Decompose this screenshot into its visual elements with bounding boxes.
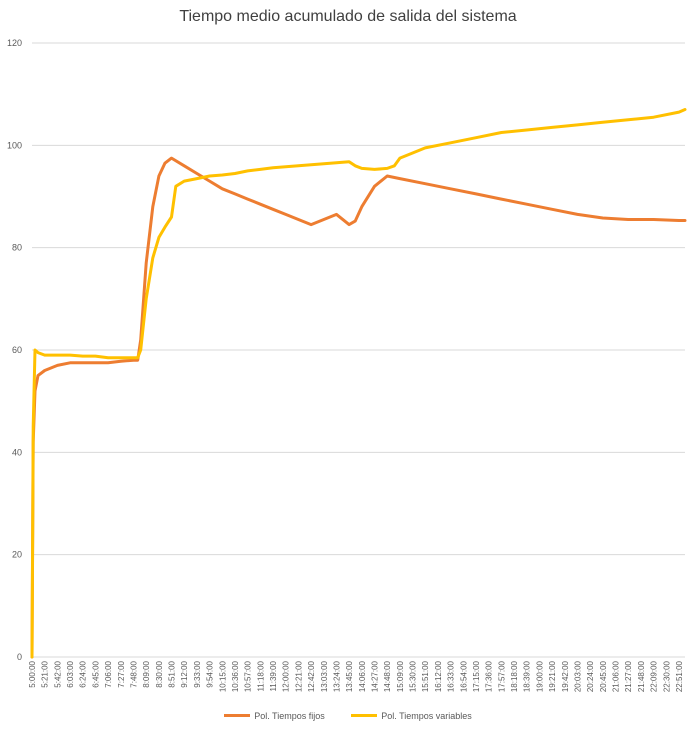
x-tick-label: 13:24:00 bbox=[332, 660, 341, 692]
y-tick-label: 40 bbox=[12, 447, 22, 457]
x-tick-label: 16:12:00 bbox=[434, 660, 443, 692]
x-tick-label: 22:51:00 bbox=[675, 660, 684, 692]
y-tick-label: 120 bbox=[7, 38, 22, 48]
x-tick-label: 21:48:00 bbox=[637, 660, 646, 692]
legend: Pol. Tiempos fijos Pol. Tiempos variable… bbox=[0, 709, 696, 721]
x-tick-label: 13:45:00 bbox=[345, 660, 354, 692]
x-tick-label: 21:27:00 bbox=[624, 660, 633, 692]
x-tick-label: 7:48:00 bbox=[129, 660, 138, 687]
gridlines bbox=[32, 42, 685, 556]
x-tick-label: 14:06:00 bbox=[358, 660, 367, 692]
x-tick-label: 18:18:00 bbox=[510, 660, 519, 692]
x-tick-label: 9:54:00 bbox=[206, 660, 215, 687]
series-lines bbox=[30, 108, 687, 659]
x-tick-label: 15:30:00 bbox=[409, 660, 418, 692]
x-tick-label: 10:36:00 bbox=[231, 660, 240, 692]
x-tick-label: 12:21:00 bbox=[294, 660, 303, 692]
series-line-fijos bbox=[30, 156, 687, 659]
x-tick-label: 5:42:00 bbox=[53, 660, 62, 687]
y-tick-label: 60 bbox=[12, 345, 22, 355]
x-axis-tick-labels: 5:00:00 5:21:00 5:42:00 6:03:00 6:24:00 6:45:… bbox=[28, 660, 684, 692]
x-tick-label: 10:15:00 bbox=[218, 660, 227, 692]
x-tick-label: 15:51:00 bbox=[421, 660, 430, 692]
x-tick-label: 14:27:00 bbox=[371, 660, 380, 692]
x-tick-label: 19:00:00 bbox=[535, 660, 544, 692]
x-tick-label: 6:24:00 bbox=[79, 660, 88, 687]
legend-item-variables: Pol. Tiempos variables bbox=[351, 711, 472, 721]
x-tick-label: 5:00:00 bbox=[28, 660, 37, 687]
legend-item-fijos: Pol. Tiempos fijos bbox=[224, 711, 325, 721]
x-tick-label: 17:15:00 bbox=[472, 660, 481, 692]
x-tick-label: 7:06:00 bbox=[104, 660, 113, 687]
x-tick-label: 14:48:00 bbox=[383, 660, 392, 692]
x-tick-label: 16:33:00 bbox=[447, 660, 456, 692]
x-tick-label: 22:09:00 bbox=[650, 660, 659, 692]
y-tick-label: 80 bbox=[12, 243, 22, 253]
x-tick-label: 16:54:00 bbox=[459, 660, 468, 692]
x-tick-label: 15:09:00 bbox=[396, 660, 405, 692]
x-tick-label: 13:03:00 bbox=[320, 660, 329, 692]
x-tick-label: 22:30:00 bbox=[662, 660, 671, 692]
x-tick-label: 8:09:00 bbox=[142, 660, 151, 687]
y-tick-label: 100 bbox=[7, 140, 22, 150]
x-tick-label: 12:00:00 bbox=[282, 660, 291, 692]
x-tick-label: 18:39:00 bbox=[523, 660, 532, 692]
x-tick-label: 11:18:00 bbox=[256, 660, 265, 691]
x-tick-label: 7:27:00 bbox=[117, 660, 126, 687]
x-tick-label: 20:03:00 bbox=[573, 660, 582, 692]
x-tick-label: 19:21:00 bbox=[548, 660, 557, 692]
x-tick-label: 10:57:00 bbox=[244, 660, 253, 692]
x-tick-label: 9:33:00 bbox=[193, 660, 202, 687]
x-tick-label: 19:42:00 bbox=[561, 660, 570, 692]
series-line-variables bbox=[30, 108, 687, 659]
legend-swatch-variables bbox=[351, 714, 378, 717]
x-tick-label: 5:21:00 bbox=[41, 660, 50, 687]
x-tick-label: 8:30:00 bbox=[155, 660, 164, 687]
y-tick-label: 0 bbox=[17, 652, 22, 662]
chart-title: Tiempo medio acumulado de salida del sis… bbox=[179, 8, 517, 25]
legend-label-variables: Pol. Tiempos variables bbox=[381, 710, 472, 721]
y-axis-tick-labels: 0 20 40 60 80 100 120 bbox=[7, 38, 22, 662]
x-tick-label: 17:36:00 bbox=[485, 660, 494, 692]
x-tick-label: 6:45:00 bbox=[91, 660, 100, 687]
y-tick-label: 20 bbox=[12, 550, 22, 560]
x-tick-label: 11:39:00 bbox=[269, 660, 278, 691]
x-tick-label: 9:12:00 bbox=[180, 660, 189, 687]
x-tick-label: 6:03:00 bbox=[66, 660, 75, 687]
x-tick-label: 20:24:00 bbox=[586, 660, 595, 692]
x-tick-label: 17:57:00 bbox=[497, 660, 506, 692]
legend-label-fijos: Pol. Tiempos fijos bbox=[254, 710, 325, 721]
x-tick-label: 8:51:00 bbox=[168, 660, 177, 687]
x-tick-label: 21:06:00 bbox=[612, 660, 621, 692]
legend-swatch-fijos bbox=[224, 714, 251, 717]
x-tick-label: 20:45:00 bbox=[599, 660, 608, 692]
x-tick-label: 12:42:00 bbox=[307, 660, 316, 692]
